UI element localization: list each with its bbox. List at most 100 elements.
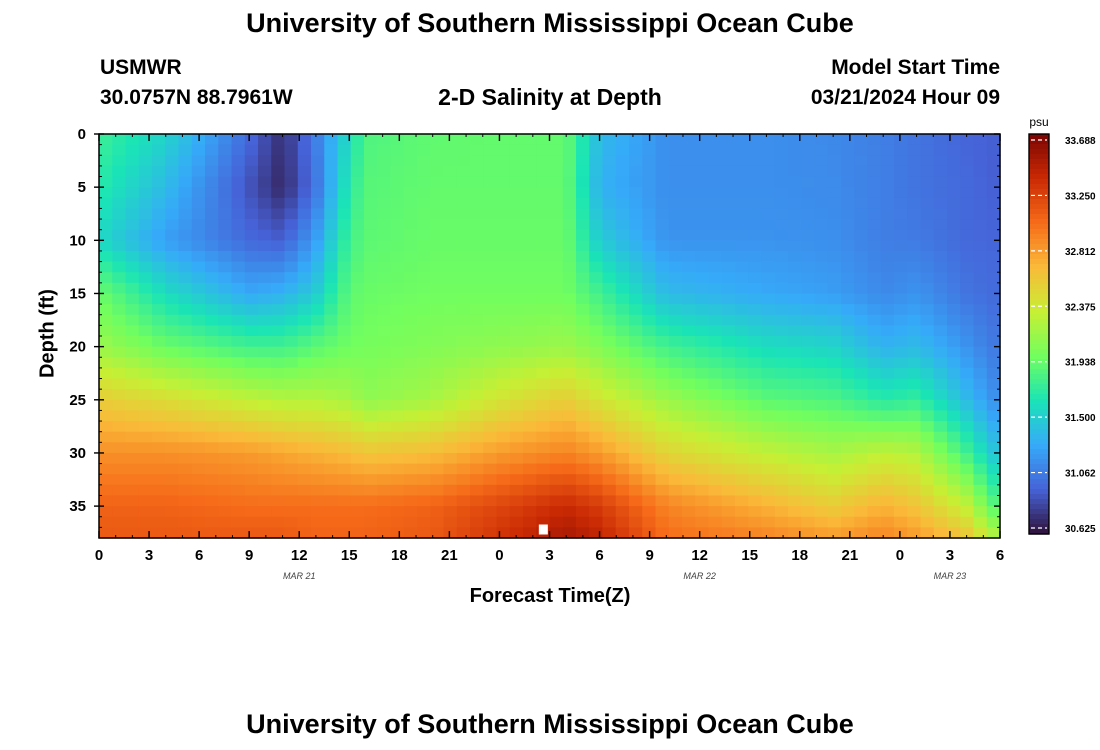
heatmap-cell — [165, 304, 180, 316]
heatmap-cell — [284, 314, 299, 326]
heatmap-cell — [205, 410, 219, 422]
heatmap-cell — [629, 442, 643, 454]
heatmap-cell — [960, 506, 975, 518]
heatmap-cell — [165, 357, 180, 369]
heatmap-cell — [165, 495, 180, 507]
heatmap-cell — [311, 399, 325, 412]
colorbar-segment — [1029, 144, 1049, 150]
heatmap-cell — [138, 357, 153, 369]
heatmap-cell — [814, 325, 829, 337]
heatmap-cell — [165, 272, 180, 284]
heatmap-cell — [244, 367, 259, 380]
heatmap-cell — [907, 516, 922, 528]
heatmap-cell — [509, 474, 524, 486]
heatmap-cell — [218, 367, 233, 380]
heatmap-cell — [933, 506, 948, 518]
heatmap-cell — [708, 389, 723, 401]
heatmap-cell — [496, 346, 511, 358]
heatmap-cell — [788, 219, 802, 231]
heatmap-cell — [602, 240, 617, 252]
heatmap-cell — [615, 229, 630, 241]
heatmap-cell — [854, 442, 869, 454]
colorbar-segment — [1029, 199, 1049, 205]
heatmap-cell — [814, 134, 829, 146]
heatmap-cell — [562, 410, 577, 422]
colorbar-segment — [1029, 509, 1049, 515]
heatmap-cell — [483, 336, 498, 348]
heatmap-cell — [562, 463, 577, 475]
heatmap-cell — [509, 304, 524, 316]
heatmap-cell — [350, 357, 365, 369]
heatmap-cell — [112, 304, 127, 316]
heatmap-cell — [350, 134, 365, 146]
heatmap-cell — [920, 176, 935, 188]
heatmap-cell — [191, 389, 206, 401]
heatmap-cell — [509, 240, 524, 252]
heatmap-cell — [933, 229, 948, 241]
heatmap-cell — [986, 442, 1001, 454]
heatmap-cell — [430, 421, 445, 433]
heatmap-cell — [549, 346, 564, 358]
heatmap-cell — [960, 336, 975, 348]
heatmap-cell — [350, 506, 365, 518]
heatmap-cell — [960, 304, 975, 316]
heatmap-cell — [178, 197, 193, 210]
heatmap-cell — [191, 165, 206, 178]
heatmap-cell — [523, 389, 537, 401]
heatmap-cell — [907, 357, 922, 369]
heatmap-cell — [443, 304, 458, 316]
heatmap-cell — [576, 399, 590, 412]
heatmap-cell — [231, 282, 246, 295]
heatmap-cell — [721, 261, 736, 273]
heatmap-cell — [907, 325, 922, 337]
heatmap-cell — [735, 431, 749, 443]
heatmap-cell — [761, 293, 776, 305]
heatmap-cell — [602, 484, 617, 497]
heatmap-cell — [165, 336, 180, 348]
heatmap-cell — [827, 261, 842, 273]
heatmap-cell — [947, 314, 961, 326]
heatmap-cell — [152, 367, 166, 380]
heatmap-cell — [562, 495, 577, 507]
heatmap-cell — [430, 144, 445, 156]
heatmap-cell — [218, 346, 233, 358]
heatmap-cell — [191, 176, 206, 188]
heatmap-cell — [986, 282, 1001, 295]
x-axis: 0 3 6 9 12 15 18 21 0 3 6 9 12 15 18 21 0 3 6 — [95, 134, 1004, 564]
heatmap-cell — [854, 452, 869, 465]
heatmap-cell — [324, 240, 339, 252]
heatmap-cell — [682, 250, 696, 263]
heatmap-cell — [496, 219, 511, 231]
heatmap-cell — [854, 144, 869, 156]
heatmap-cell — [390, 144, 405, 156]
heatmap-cell — [827, 463, 842, 475]
colorbar-segment — [1029, 154, 1049, 160]
heatmap-cell — [138, 506, 153, 518]
heatmap-cell — [191, 144, 206, 156]
heatmap-cell — [258, 516, 272, 528]
heatmap-cell — [960, 378, 975, 390]
heatmap-cell — [337, 134, 352, 146]
y-tick-label: 5 — [78, 179, 86, 196]
colorbar-segment — [1029, 339, 1049, 345]
heatmap-cell — [986, 229, 1001, 241]
heatmap-cell — [496, 325, 511, 337]
heatmap-cell — [947, 442, 961, 454]
colorbar-segment — [1029, 499, 1049, 505]
heatmap-cell — [854, 314, 869, 326]
heatmap-cell — [920, 527, 935, 539]
heatmap-cell — [403, 367, 418, 380]
heatmap-cell — [774, 421, 789, 433]
heatmap-cell — [430, 357, 445, 369]
heatmap-cell — [258, 325, 272, 337]
heatmap-cell — [430, 325, 445, 337]
heatmap-cell — [311, 410, 325, 422]
heatmap-cell — [947, 421, 961, 433]
heatmap-cell — [205, 314, 219, 326]
heatmap-cell — [205, 240, 219, 252]
heatmap-cell — [311, 421, 325, 433]
heatmap-cell — [668, 229, 683, 241]
heatmap-cell — [774, 325, 789, 337]
heatmap-cell — [602, 134, 617, 146]
colorbar-segment — [1029, 259, 1049, 265]
